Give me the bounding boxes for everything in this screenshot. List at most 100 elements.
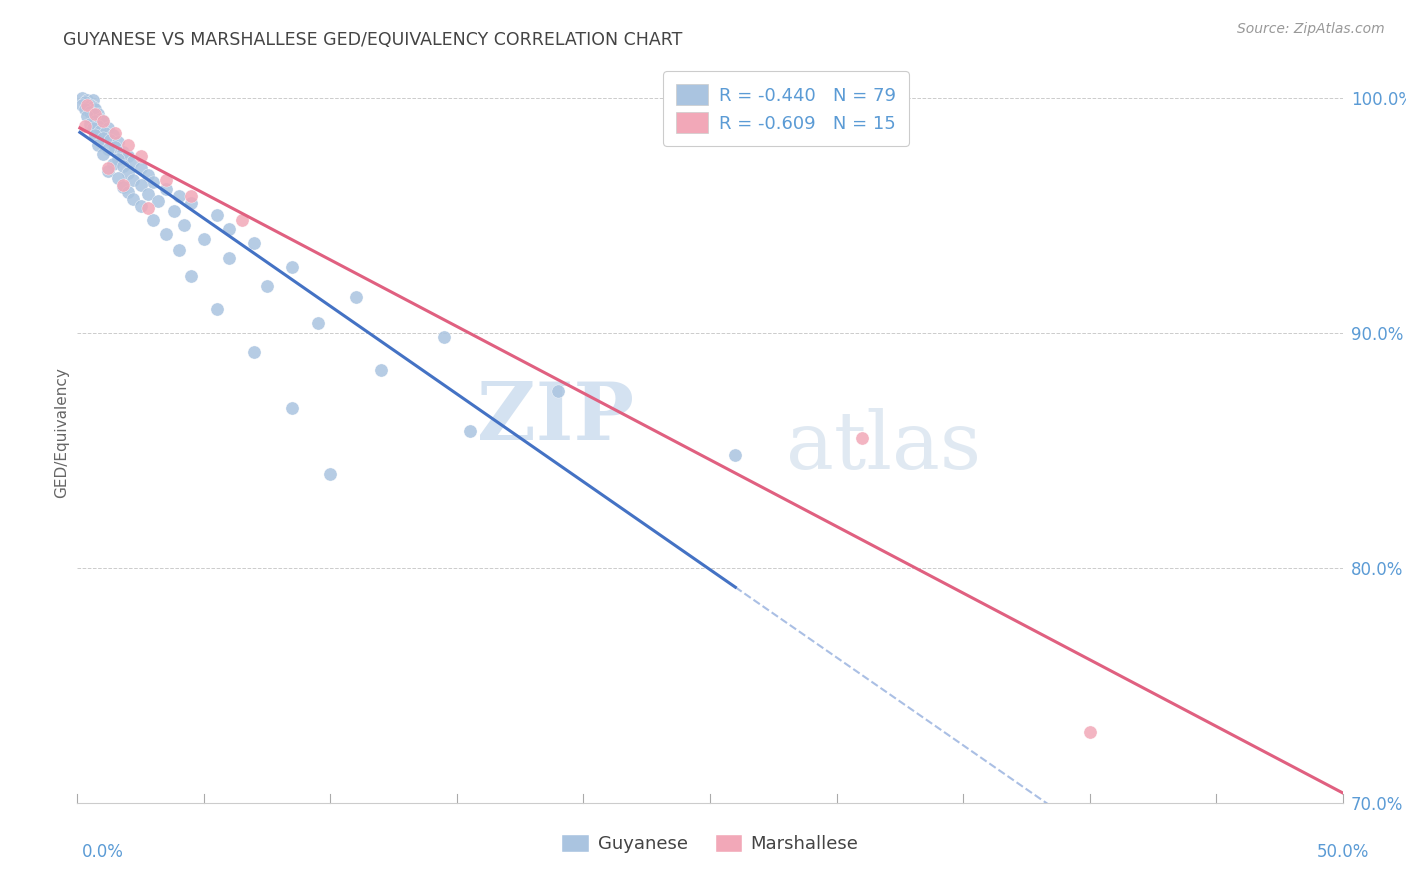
Point: [167, 244, 190, 258]
Point: [344, 290, 367, 304]
Point: [79, 117, 101, 131]
Point: [104, 126, 127, 140]
Point: [129, 199, 152, 213]
Point: [122, 192, 145, 206]
Y-axis label: GED/Equivalency: GED/Equivalency: [53, 368, 69, 498]
Point: [162, 203, 184, 218]
Point: [76, 110, 98, 124]
Point: [218, 222, 240, 236]
Point: [155, 173, 177, 187]
Point: [82, 100, 104, 114]
Point: [84, 107, 107, 121]
Point: [91, 147, 114, 161]
Point: [84, 103, 107, 117]
Legend: Guyanese, Marshallese: Guyanese, Marshallese: [554, 827, 866, 861]
Point: [84, 114, 107, 128]
Point: [205, 302, 228, 317]
Point: [193, 232, 215, 246]
Point: [180, 189, 202, 203]
Point: [433, 330, 456, 344]
Point: [136, 187, 159, 202]
Point: [86, 137, 108, 152]
Point: [1078, 725, 1101, 739]
Point: [76, 93, 98, 107]
Point: [107, 170, 129, 185]
Point: [142, 175, 165, 189]
Point: [142, 213, 165, 227]
Point: [319, 467, 342, 481]
Point: [724, 448, 747, 462]
Text: 0.0%: 0.0%: [82, 843, 124, 861]
Point: [370, 363, 392, 377]
Point: [76, 97, 98, 112]
Point: [136, 168, 159, 182]
Point: [281, 260, 304, 274]
Point: [107, 136, 129, 150]
Point: [205, 208, 228, 222]
Point: [155, 182, 177, 196]
Point: [148, 194, 170, 208]
Point: [111, 180, 134, 194]
Point: [82, 121, 104, 136]
Point: [256, 278, 278, 293]
Point: [129, 161, 152, 176]
Point: [73, 95, 96, 110]
Point: [173, 218, 195, 232]
Point: [98, 133, 121, 147]
Point: [180, 196, 202, 211]
Point: [104, 140, 127, 154]
Text: 50.0%: 50.0%: [1316, 843, 1369, 861]
Point: [231, 213, 253, 227]
Point: [97, 142, 120, 156]
Point: [107, 152, 129, 166]
Point: [218, 251, 240, 265]
Point: [117, 166, 139, 180]
Point: [129, 178, 152, 192]
Point: [117, 137, 139, 152]
Point: [180, 269, 202, 284]
Point: [97, 121, 120, 136]
Point: [97, 161, 120, 176]
Point: [111, 145, 134, 159]
Point: [86, 119, 108, 133]
Point: [97, 163, 120, 178]
Point: [122, 173, 145, 187]
Point: [307, 316, 329, 330]
Point: [73, 119, 96, 133]
Point: [91, 114, 114, 128]
Point: [167, 189, 190, 203]
Point: [458, 425, 481, 439]
Point: [129, 149, 152, 163]
Point: [84, 128, 107, 143]
Point: [72, 97, 94, 112]
Point: [76, 100, 98, 114]
Point: [101, 156, 124, 170]
Point: [243, 236, 266, 251]
Point: [155, 227, 177, 241]
Point: [82, 93, 104, 107]
Text: ZIP: ZIP: [477, 379, 634, 457]
Point: [72, 91, 94, 105]
Text: Source: ZipAtlas.com: Source: ZipAtlas.com: [1237, 22, 1385, 37]
Point: [851, 432, 873, 446]
Point: [79, 97, 101, 112]
Point: [111, 178, 134, 192]
Point: [117, 149, 139, 163]
Point: [73, 103, 96, 117]
Point: [82, 107, 104, 121]
Point: [117, 185, 139, 199]
Point: [91, 114, 114, 128]
Point: [91, 130, 114, 145]
Point: [89, 123, 111, 137]
Point: [89, 112, 111, 126]
Point: [79, 104, 101, 119]
Point: [136, 201, 159, 215]
Point: [281, 401, 304, 415]
Text: atlas: atlas: [786, 409, 981, 486]
Point: [547, 384, 569, 399]
Text: GUYANESE VS MARSHALLESE GED/EQUIVALENCY CORRELATION CHART: GUYANESE VS MARSHALLESE GED/EQUIVALENCY …: [63, 31, 683, 49]
Point: [122, 154, 145, 169]
Point: [94, 126, 117, 140]
Point: [101, 128, 124, 143]
Point: [86, 107, 108, 121]
